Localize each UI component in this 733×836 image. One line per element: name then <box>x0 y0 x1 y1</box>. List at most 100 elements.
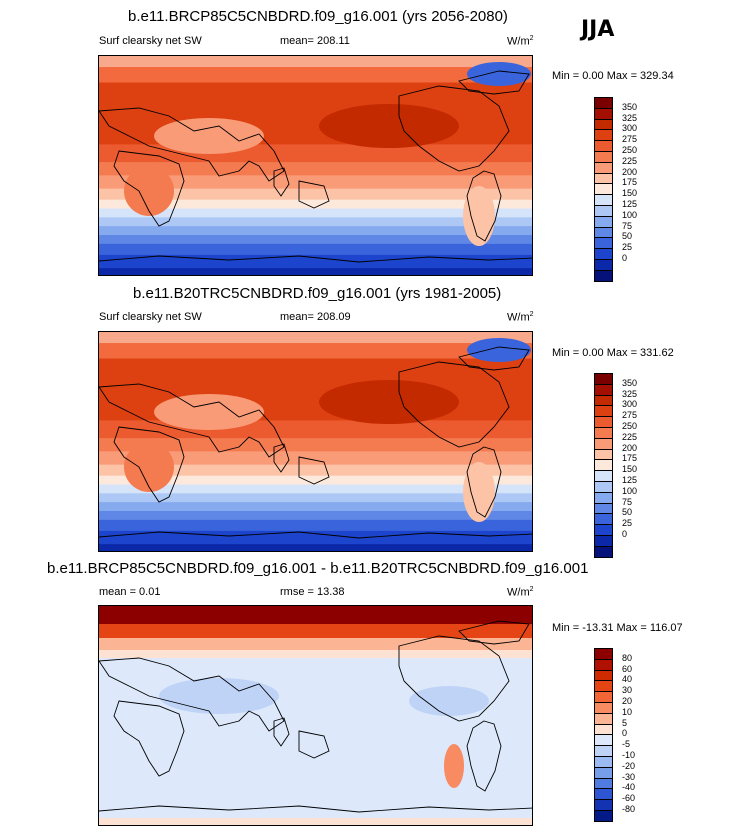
coastline <box>99 531 532 539</box>
colorbar-tick-label: 250 <box>622 421 638 431</box>
coastline <box>113 426 185 503</box>
field-greenland <box>467 62 531 86</box>
field-band <box>99 530 532 546</box>
colorbar-tick-label: -20 <box>622 760 636 771</box>
field-band <box>99 243 532 256</box>
coastline <box>298 730 330 759</box>
field-land-region <box>463 186 495 246</box>
panel1-mean-label: mean= 208.11 <box>280 35 350 47</box>
coastline <box>273 717 290 747</box>
field-band <box>99 254 532 270</box>
colorbar-tick-label: 50 <box>622 507 633 518</box>
panel3-map <box>98 605 533 826</box>
coastline <box>113 150 185 227</box>
field-band <box>99 67 532 84</box>
colorbar-tick-label: -10 <box>622 750 636 760</box>
panel3-mean-label: mean = 0.01 <box>99 586 161 598</box>
colorbar-tick-label: 175 <box>622 177 638 188</box>
season-label: JJA <box>581 17 615 42</box>
field-band <box>99 451 532 466</box>
panel3-title: b.e11.BRCP85C5CNBDRD.f09_g16.001 - b.e11… <box>47 560 589 577</box>
field-band <box>99 511 532 521</box>
coastline <box>458 346 530 371</box>
colorbar-tick-label: 80 <box>622 652 633 663</box>
field-band <box>99 56 532 69</box>
panel1-units-label: W/m2 <box>507 35 534 48</box>
coastline <box>273 443 290 473</box>
field-land-region <box>154 118 264 154</box>
field-band <box>99 624 532 638</box>
panel2-map <box>98 331 533 552</box>
panel1-map-canvas <box>99 56 532 275</box>
panel3-rmse-label: rmse = 13.38 <box>280 586 345 598</box>
panel3-minmax-label: Min = -13.31 Max = 116.07 <box>552 622 683 634</box>
colorbar-tick-label: 300 <box>622 123 638 134</box>
coastline <box>298 180 330 209</box>
field-anomaly <box>409 686 489 716</box>
coastline <box>99 383 285 458</box>
colorbar-tick-label: 325 <box>622 388 638 399</box>
field-band <box>99 226 532 237</box>
colorbar-tick-label: -40 <box>622 782 636 793</box>
panel2-title: b.e11.B20TRC5CNBDRD.f09_g16.001 (yrs 198… <box>133 285 502 302</box>
colorbar-tick-label: 0 <box>622 728 628 739</box>
colorbar-tick-label: 30 <box>622 685 633 696</box>
colorbar-tick-label: 250 <box>622 145 638 155</box>
field-band <box>99 493 532 504</box>
colorbar-tick-label: 300 <box>622 399 638 410</box>
field-anomaly <box>444 744 464 788</box>
colorbar-tick-label: -60 <box>622 793 636 804</box>
colorbar-tick-label: 100 <box>622 209 638 220</box>
coastline <box>398 361 510 448</box>
colorbar-tick-label: 275 <box>622 134 638 145</box>
colorbar-tick-label: 350 <box>622 101 638 112</box>
field-band <box>99 217 532 228</box>
coastline <box>398 85 510 172</box>
colorbar-box <box>594 810 613 822</box>
colorbar-tick-label: 0 <box>622 253 628 263</box>
field-band <box>99 638 532 650</box>
coastline <box>273 167 290 197</box>
coastline <box>458 620 530 645</box>
colorbar-tick-label: -5 <box>622 739 631 750</box>
coastline <box>99 805 532 813</box>
colorbar-tick-label: -30 <box>622 771 636 782</box>
colorbar-tick-label: 225 <box>622 431 638 442</box>
colorbar-tick-label: 200 <box>622 166 638 177</box>
colorbar-box <box>594 545 613 558</box>
field-band <box>99 475 532 486</box>
panel2-minmax-label: Min = 0.00 Max = 331.62 <box>552 347 674 359</box>
field-greenland <box>467 338 531 362</box>
field-band <box>99 484 532 495</box>
field-band <box>99 175 532 190</box>
field-band <box>99 519 532 532</box>
field-anomaly <box>159 678 279 714</box>
field-land-region <box>124 166 174 216</box>
colorbar-tick-label: 25 <box>622 242 633 253</box>
colorbar-tick-label: 225 <box>622 155 638 166</box>
coastline <box>113 700 185 777</box>
field-band <box>99 332 532 345</box>
field-band <box>99 268 532 275</box>
colorbar-tick-label: 200 <box>622 442 638 453</box>
colorbar-tick-label: 60 <box>622 663 633 674</box>
field-band <box>99 438 532 453</box>
colorbar-tick-label: 0 <box>622 529 628 539</box>
colorbar-tick-label: 20 <box>622 696 633 706</box>
coastline <box>99 107 285 182</box>
field-land-region <box>124 442 174 492</box>
coastline <box>458 70 530 95</box>
field-band <box>99 650 532 658</box>
field-band <box>99 144 532 164</box>
panel1-variable-label: Surf clearsky net SW <box>99 35 202 47</box>
colorbar-tick-label: 50 <box>622 231 633 242</box>
colorbar-tick-label: 275 <box>622 410 638 421</box>
panel1-minmax-label: Min = 0.00 Max = 329.34 <box>552 70 674 82</box>
colorbar-tick-label: 125 <box>622 199 638 209</box>
panel2-mean-label: mean= 208.09 <box>280 311 351 323</box>
field-band <box>99 208 532 219</box>
coastline <box>466 720 502 792</box>
field-band <box>99 188 532 201</box>
colorbar-tick-label: 150 <box>622 464 638 475</box>
panel1-map <box>98 55 533 276</box>
